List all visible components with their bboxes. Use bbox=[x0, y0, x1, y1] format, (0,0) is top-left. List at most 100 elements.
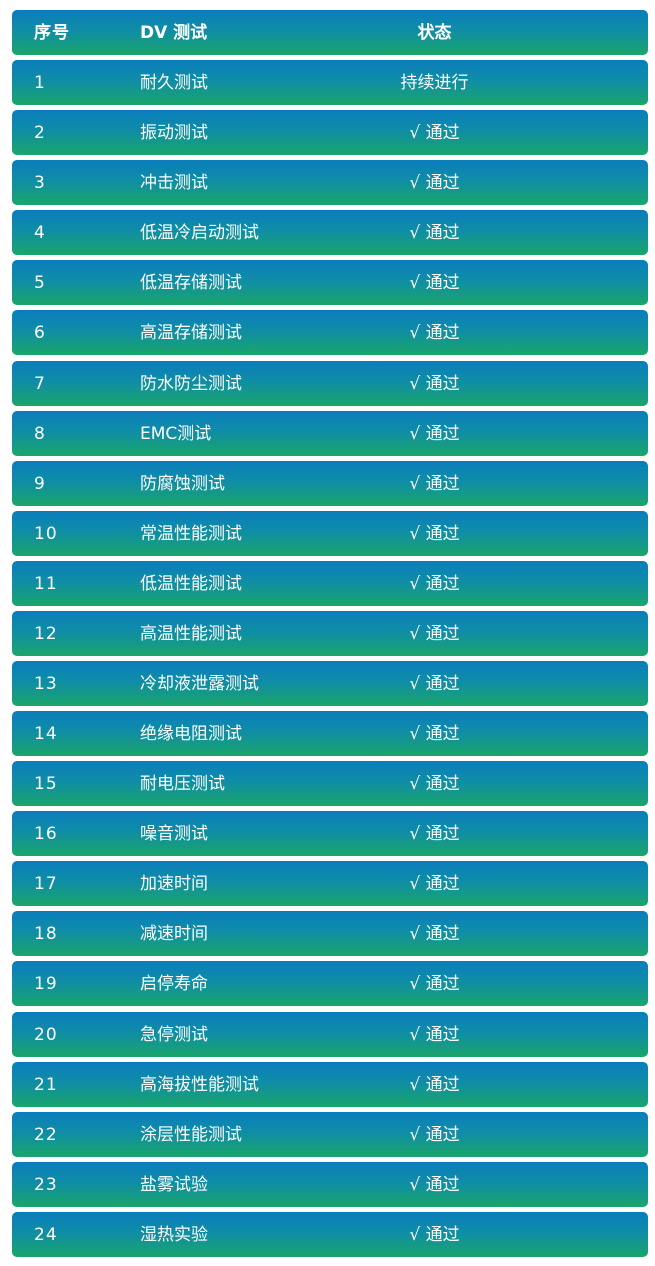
row-index: 13 bbox=[34, 674, 58, 695]
row-index: 24 bbox=[34, 1224, 58, 1245]
row-status: √ 通过 bbox=[409, 373, 460, 394]
row-index: 16 bbox=[34, 824, 58, 845]
row-index: 8 bbox=[34, 423, 46, 444]
row-status: √ 通过 bbox=[409, 1074, 460, 1095]
table-row: 2 振动测试 √ 通过 bbox=[12, 110, 648, 156]
row-index: 19 bbox=[34, 974, 58, 995]
row-status: √ 通过 bbox=[409, 223, 460, 244]
table-row: 24 湿热实验 √ 通过 bbox=[12, 1211, 648, 1257]
table-row: 23 盐雾试验 √ 通过 bbox=[12, 1161, 648, 1207]
row-status: √ 通过 bbox=[409, 1024, 460, 1045]
row-test-name: 高温存储测试 bbox=[140, 323, 242, 344]
table-row: 1 耐久测试 持续进行 bbox=[12, 60, 648, 106]
dv-test-table: 序号 DV 测试 状态 1 耐久测试 持续进行 2 振动测试 √ 通过 3 冲击测试 √ 通过 4… bbox=[12, 10, 648, 1262]
row-index: 6 bbox=[34, 323, 46, 344]
table-row: 16 噪音测试 √ 通过 bbox=[12, 811, 648, 857]
table-row: 10 常温性能测试 √ 通过 bbox=[12, 510, 648, 556]
table-row: 19 启停寿命 √ 通过 bbox=[12, 961, 648, 1007]
row-status: √ 通过 bbox=[409, 924, 460, 945]
table-row: 15 耐电压测试 √ 通过 bbox=[12, 761, 648, 807]
row-status: √ 通过 bbox=[409, 1124, 460, 1145]
row-index: 5 bbox=[34, 273, 46, 294]
table-row: 5 低温存储测试 √ 通过 bbox=[12, 260, 648, 306]
table-row: 18 减速时间 √ 通过 bbox=[12, 911, 648, 957]
header-test: DV 测试 bbox=[140, 23, 208, 43]
row-index: 23 bbox=[34, 1174, 58, 1195]
row-index: 14 bbox=[34, 724, 58, 745]
table-row: 22 涂层性能测试 √ 通过 bbox=[12, 1111, 648, 1157]
row-test-name: 冷却液泄露测试 bbox=[140, 674, 259, 695]
row-test-name: 盐雾试验 bbox=[140, 1174, 208, 1195]
table-row: 12 高温性能测试 √ 通过 bbox=[12, 610, 648, 656]
row-status: √ 通过 bbox=[409, 573, 460, 594]
row-index: 3 bbox=[34, 173, 46, 194]
row-index: 12 bbox=[34, 623, 58, 644]
row-index: 15 bbox=[34, 774, 58, 795]
row-test-name: 涂层性能测试 bbox=[140, 1124, 242, 1145]
table-row: 8 EMC测试 √ 通过 bbox=[12, 410, 648, 456]
table-row: 21 高海拔性能测试 √ 通过 bbox=[12, 1061, 648, 1107]
row-index: 10 bbox=[34, 523, 58, 544]
table-row: 11 低温性能测试 √ 通过 bbox=[12, 560, 648, 606]
row-index: 1 bbox=[34, 73, 46, 94]
row-index: 20 bbox=[34, 1024, 58, 1045]
row-index: 18 bbox=[34, 924, 58, 945]
row-status: √ 通过 bbox=[409, 774, 460, 795]
row-test-name: 常温性能测试 bbox=[140, 523, 242, 544]
row-test-name: 减速时间 bbox=[140, 924, 208, 945]
row-status: √ 通过 bbox=[409, 824, 460, 845]
row-test-name: 振动测试 bbox=[140, 123, 208, 144]
row-status: √ 通过 bbox=[409, 1224, 460, 1245]
row-status: √ 通过 bbox=[409, 173, 460, 194]
row-test-name: 防腐蚀测试 bbox=[140, 473, 225, 494]
row-status: √ 通过 bbox=[409, 974, 460, 995]
table-row: 4 低温冷启动测试 √ 通过 bbox=[12, 210, 648, 256]
header-status: 状态 bbox=[417, 23, 452, 43]
row-index: 21 bbox=[34, 1074, 58, 1095]
row-test-name: 加速时间 bbox=[140, 874, 208, 895]
table-row: 17 加速时间 √ 通过 bbox=[12, 861, 648, 907]
row-test-name: 急停测试 bbox=[140, 1024, 208, 1045]
table-row: 7 防水防尘测试 √ 通过 bbox=[12, 360, 648, 406]
row-index: 11 bbox=[34, 573, 58, 594]
row-test-name: 防水防尘测试 bbox=[140, 373, 242, 394]
row-status: √ 通过 bbox=[409, 323, 460, 344]
row-status: √ 通过 bbox=[409, 724, 460, 745]
header-index: 序号 bbox=[34, 23, 70, 43]
table-row: 3 冲击测试 √ 通过 bbox=[12, 160, 648, 206]
row-test-name: 高温性能测试 bbox=[140, 623, 242, 644]
row-test-name: 启停寿命 bbox=[140, 974, 208, 995]
row-index: 9 bbox=[34, 473, 46, 494]
row-test-name: 湿热实验 bbox=[140, 1224, 208, 1245]
row-test-name: 耐电压测试 bbox=[140, 774, 225, 795]
row-index: 2 bbox=[34, 123, 46, 144]
table-row: 14 绝缘电阻测试 √ 通过 bbox=[12, 711, 648, 757]
row-status: √ 通过 bbox=[409, 674, 460, 695]
table-row: 13 冷却液泄露测试 √ 通过 bbox=[12, 661, 648, 707]
row-status: √ 通过 bbox=[409, 623, 460, 644]
row-status: 持续进行 bbox=[400, 73, 469, 94]
row-test-name: 耐久测试 bbox=[140, 73, 208, 94]
table-row: 6 高温存储测试 √ 通过 bbox=[12, 310, 648, 356]
row-test-name: 低温性能测试 bbox=[140, 573, 242, 594]
row-status: √ 通过 bbox=[409, 423, 460, 444]
row-test-name: 绝缘电阻测试 bbox=[140, 724, 242, 745]
table-header: 序号 DV 测试 状态 bbox=[12, 10, 648, 55]
row-status: √ 通过 bbox=[409, 123, 460, 144]
row-status: √ 通过 bbox=[409, 874, 460, 895]
row-index: 4 bbox=[34, 223, 46, 244]
row-test-name: 噪音测试 bbox=[140, 824, 208, 845]
table-row: 20 急停测试 √ 通过 bbox=[12, 1011, 648, 1057]
row-index: 7 bbox=[34, 373, 46, 394]
row-status: √ 通过 bbox=[409, 1174, 460, 1195]
row-status: √ 通过 bbox=[409, 523, 460, 544]
row-status: √ 通过 bbox=[409, 273, 460, 294]
row-test-name: 低温冷启动测试 bbox=[140, 223, 259, 244]
row-index: 22 bbox=[34, 1124, 58, 1145]
row-index: 17 bbox=[34, 874, 58, 895]
row-test-name: EMC测试 bbox=[140, 423, 212, 444]
row-test-name: 高海拔性能测试 bbox=[140, 1074, 259, 1095]
row-test-name: 低温存储测试 bbox=[140, 273, 242, 294]
row-test-name: 冲击测试 bbox=[140, 173, 208, 194]
table-row: 9 防腐蚀测试 √ 通过 bbox=[12, 460, 648, 506]
